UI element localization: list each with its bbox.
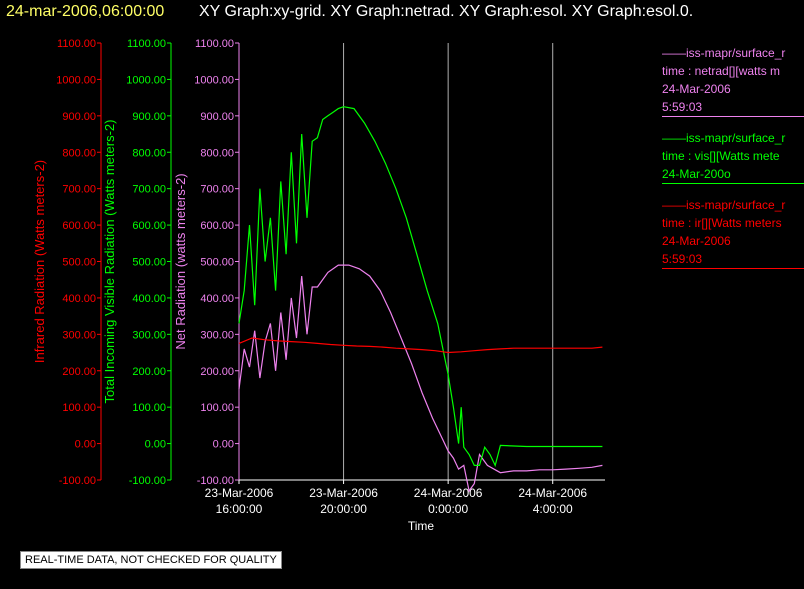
x-tick-date-3: 24-Mar-2006 (518, 486, 587, 500)
legend-line: 24-Mar-2006 (662, 234, 731, 248)
y-tick-label-1-8: 700.00 (132, 184, 166, 196)
y-tick-label-2-4: 300.00 (200, 329, 234, 341)
series-group (238, 106, 603, 493)
y-tick-label-0-1: 0.00 (75, 439, 96, 451)
y-axis-title-2: Net Radiation (watts meters-2) (173, 173, 188, 349)
y-axes: -100.00 0.00 100.00 200.00 300.00 400.00 500.0… (32, 38, 240, 487)
legend-line: 24-Mar-2006 (662, 82, 731, 96)
series-line-vis (238, 106, 603, 468)
x-tick-time-3: 4:00:00 (533, 502, 573, 516)
x-tick-date-0: 23-Mar-2006 (205, 486, 274, 500)
y-tick-label-0-12: 1100.00 (57, 38, 96, 50)
y-tick-label-1-0: -100.00 (129, 475, 166, 487)
y-axis-2: -100.00 0.00 100.00 200.00 300.00 400.00 500.0… (173, 38, 240, 487)
y-axis-title-0: Infrared Radiation (Watts meters-2) (32, 160, 47, 363)
y-tick-label-2-0: -100.00 (197, 475, 234, 487)
x-tick-time-2: 0:00:00 (428, 502, 468, 516)
y-axis-0: -100.00 0.00 100.00 200.00 300.00 400.00 500.0… (32, 38, 102, 487)
y-tick-label-2-12: 1100.00 (195, 38, 234, 50)
x-axis: 23-Mar-2006 16:00:00 23-Mar-2006 20:00:00 24… (205, 479, 605, 533)
y-tick-label-0-10: 900.00 (62, 111, 96, 123)
y-tick-label-0-7: 600.00 (62, 220, 96, 232)
quality-notice: REAL-TIME DATA, NOT CHECKED FOR QUALITY (20, 551, 282, 569)
legend-line: ——iss-mapr/surface_r (662, 131, 786, 145)
y-axis-1: -100.00 0.00 100.00 200.00 300.00 400.00 500.0… (102, 38, 172, 487)
y-tick-label-2-9: 800.00 (200, 147, 234, 159)
y-tick-label-2-1: 0.00 (213, 439, 234, 451)
y-tick-label-2-7: 600.00 (200, 220, 234, 232)
y-tick-label-0-3: 200.00 (62, 366, 96, 378)
y-tick-label-0-0: -100.00 (59, 475, 96, 487)
y-tick-label-0-5: 400.00 (62, 293, 96, 305)
y-tick-label-1-2: 100.00 (132, 402, 166, 414)
legend-line: 5:59:03 (662, 100, 703, 114)
y-tick-label-2-10: 900.00 (200, 111, 234, 123)
y-tick-label-2-8: 700.00 (200, 184, 234, 196)
x-axis-title: Time (408, 519, 435, 533)
series-line-netrad (238, 264, 603, 493)
y-tick-label-2-11: 1000.00 (194, 74, 234, 86)
graph-titles: XY Graph:xy-grid. XY Graph:netrad. XY Gr… (199, 3, 694, 20)
y-tick-label-0-11: 1000.00 (56, 74, 96, 86)
legend-line: 24-Mar-200o (662, 167, 731, 181)
x-tick-date-2: 24-Mar-2006 (414, 486, 483, 500)
grid-lines (238, 43, 554, 480)
y-tick-label-0-9: 800.00 (62, 147, 96, 159)
y-tick-label-1-4: 300.00 (132, 329, 166, 341)
y-tick-label-1-3: 200.00 (132, 366, 166, 378)
y-tick-label-1-12: 1100.00 (127, 38, 166, 50)
y-tick-label-2-5: 400.00 (200, 293, 234, 305)
y-tick-label-1-1: 0.00 (145, 439, 166, 451)
legend-line: ——iss-mapr/surface_r (662, 46, 786, 60)
timestamp: 24-mar-2006,06:00:00 (6, 3, 165, 20)
y-tick-label-0-4: 300.00 (62, 329, 96, 341)
x-tick-date-1: 23-Mar-2006 (309, 486, 378, 500)
y-tick-label-1-9: 800.00 (132, 147, 166, 159)
y-tick-label-2-2: 100.00 (200, 402, 234, 414)
series-line-ir (238, 337, 603, 354)
legend-line: time : vis[][Watts mete (662, 149, 780, 163)
y-tick-label-1-5: 400.00 (132, 293, 166, 305)
y-tick-label-1-11: 1000.00 (126, 74, 166, 86)
legend-line: 5:59:03 (662, 252, 703, 266)
x-tick-time-1: 20:00:00 (320, 502, 367, 516)
x-tick-time-0: 16:00:00 (216, 502, 263, 516)
y-tick-label-1-7: 600.00 (132, 220, 166, 232)
y-tick-label-2-3: 200.00 (200, 366, 234, 378)
legend-line: time : netrad[][watts m (662, 64, 781, 78)
legend-line: time : ir[][Watts meters (662, 216, 782, 230)
y-tick-label-2-6: 500.00 (200, 257, 234, 269)
legend-line: ——iss-mapr/surface_r (662, 198, 786, 212)
y-tick-label-0-2: 100.00 (62, 402, 96, 414)
y-tick-label-0-8: 700.00 (62, 184, 96, 196)
y-tick-label-1-10: 900.00 (132, 111, 166, 123)
y-tick-label-1-6: 500.00 (132, 257, 166, 269)
y-axis-title-1: Total Incoming Visible Radiation (Watts … (102, 120, 117, 404)
top-bar: 24-mar-2006,06:00:00 XY Graph:xy-grid. X… (0, 0, 804, 26)
y-tick-label-0-6: 500.00 (62, 257, 96, 269)
